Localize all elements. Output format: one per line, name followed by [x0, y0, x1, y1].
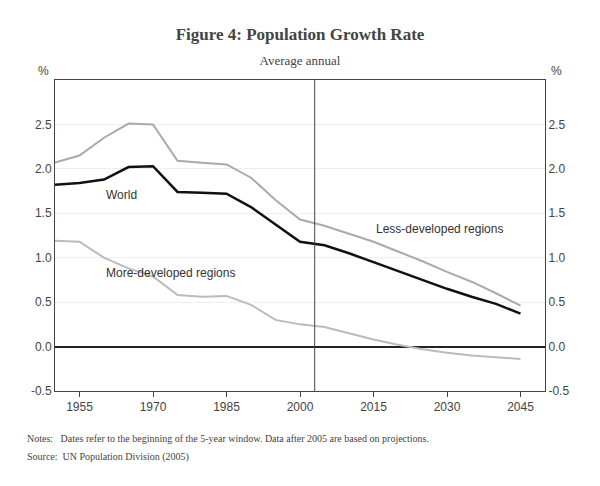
svg-text:0.0: 0.0: [548, 340, 565, 354]
svg-text:Less-developed regions: Less-developed regions: [376, 222, 503, 236]
svg-text:Source: UN Population Divisio: Source: UN Population Division (2005): [27, 451, 189, 463]
svg-text:World: World: [106, 188, 137, 202]
svg-text:1.5: 1.5: [35, 206, 52, 220]
svg-text:1970: 1970: [140, 400, 167, 414]
svg-text:-0.5: -0.5: [548, 384, 569, 398]
svg-text:1.5: 1.5: [548, 206, 565, 220]
svg-text:0.5: 0.5: [548, 295, 565, 309]
svg-text:%: %: [38, 64, 49, 78]
svg-text:0.5: 0.5: [35, 295, 52, 309]
svg-text:1.0: 1.0: [548, 251, 565, 265]
svg-text:1.0: 1.0: [35, 251, 52, 265]
svg-text:2.0: 2.0: [548, 162, 565, 176]
svg-text:1985: 1985: [213, 400, 240, 414]
svg-text:2.5: 2.5: [35, 118, 52, 132]
svg-text:%: %: [551, 64, 562, 78]
svg-text:2045: 2045: [507, 400, 534, 414]
svg-text:0.0: 0.0: [35, 340, 52, 354]
svg-text:2000: 2000: [287, 400, 314, 414]
svg-text:2015: 2015: [360, 400, 387, 414]
svg-text:Figure 4: Population Growth Ra: Figure 4: Population Growth Rate: [176, 25, 425, 44]
svg-text:Average annual: Average annual: [260, 53, 341, 68]
svg-text:2.5: 2.5: [548, 118, 565, 132]
svg-text:1955: 1955: [66, 400, 93, 414]
svg-text:2.0: 2.0: [35, 162, 52, 176]
svg-text:Notes: Dates refer to the be: Notes: Dates refer to the beginning of t…: [27, 433, 429, 444]
svg-text:-0.5: -0.5: [31, 384, 52, 398]
svg-text:2030: 2030: [434, 400, 461, 414]
svg-text:More-developed regions: More-developed regions: [106, 266, 235, 280]
